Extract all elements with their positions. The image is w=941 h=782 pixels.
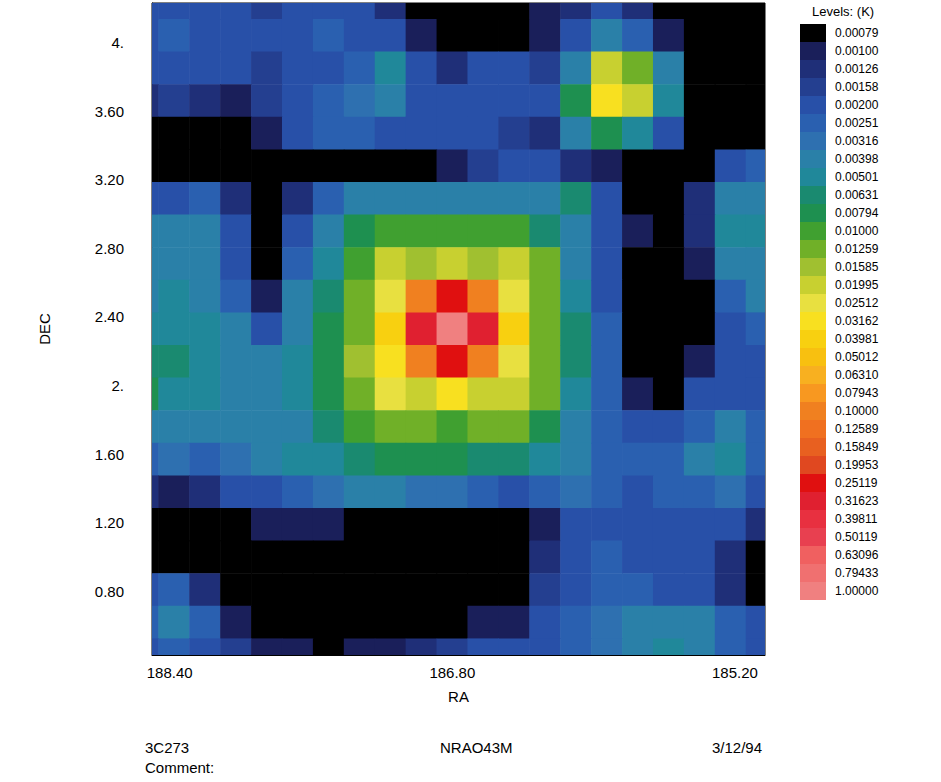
- svg-text:0.10000: 0.10000: [835, 404, 879, 418]
- svg-text:0.06310: 0.06310: [835, 368, 879, 382]
- svg-text:0.00126: 0.00126: [835, 62, 879, 76]
- svg-text:0.31623: 0.31623: [835, 494, 879, 508]
- svg-text:0.00501: 0.00501: [835, 170, 879, 184]
- svg-text:0.00158: 0.00158: [835, 80, 879, 94]
- svg-text:3.60: 3.60: [95, 103, 124, 120]
- svg-text:RA: RA: [448, 688, 469, 705]
- svg-text:3/12/94: 3/12/94: [712, 739, 762, 756]
- svg-text:0.01259: 0.01259: [835, 242, 879, 256]
- svg-text:0.80: 0.80: [95, 583, 124, 600]
- svg-text:0.01000: 0.01000: [835, 224, 879, 238]
- svg-text:0.00079: 0.00079: [835, 26, 879, 40]
- svg-text:0.00251: 0.00251: [835, 116, 879, 130]
- svg-text:0.01995: 0.01995: [835, 278, 879, 292]
- svg-text:1.60: 1.60: [95, 446, 124, 463]
- svg-text:0.25119: 0.25119: [835, 476, 878, 490]
- svg-text:4.: 4.: [111, 34, 124, 51]
- svg-text:0.00631: 0.00631: [835, 188, 879, 202]
- svg-text:DEC: DEC: [36, 313, 53, 345]
- svg-text:0.00100: 0.00100: [835, 44, 879, 58]
- svg-text:0.79433: 0.79433: [835, 566, 879, 580]
- svg-text:188.40: 188.40: [147, 664, 193, 681]
- svg-text:0.50119: 0.50119: [835, 530, 878, 544]
- svg-text:3.20: 3.20: [95, 171, 124, 188]
- svg-text:0.15849: 0.15849: [835, 440, 879, 454]
- svg-text:Comment:: Comment:: [145, 759, 214, 776]
- svg-text:0.03981: 0.03981: [835, 332, 879, 346]
- svg-text:0.39811: 0.39811: [835, 512, 878, 526]
- svg-text:186.80: 186.80: [429, 664, 475, 681]
- svg-text:0.19953: 0.19953: [835, 458, 879, 472]
- svg-text:0.63096: 0.63096: [835, 548, 879, 562]
- svg-text:185.20: 185.20: [712, 664, 758, 681]
- svg-text:0.01585: 0.01585: [835, 260, 879, 274]
- svg-text:2.40: 2.40: [95, 308, 124, 325]
- svg-text:0.00794: 0.00794: [835, 206, 879, 220]
- svg-text:0.12589: 0.12589: [835, 422, 879, 436]
- svg-text:0.03162: 0.03162: [835, 314, 879, 328]
- svg-text:2.: 2.: [111, 377, 124, 394]
- svg-text:0.00316: 0.00316: [835, 134, 879, 148]
- svg-text:0.05012: 0.05012: [835, 350, 879, 364]
- svg-text:0.07943: 0.07943: [835, 386, 879, 400]
- svg-text:3C273: 3C273: [145, 739, 189, 756]
- svg-text:1.20: 1.20: [95, 514, 124, 531]
- svg-text:0.02512: 0.02512: [835, 296, 879, 310]
- svg-text:0.00200: 0.00200: [835, 98, 879, 112]
- svg-text:2.80: 2.80: [95, 240, 124, 257]
- svg-text:Levels: (K): Levels: (K): [812, 4, 874, 19]
- svg-text:1.00000: 1.00000: [835, 584, 879, 598]
- svg-text:0.00398: 0.00398: [835, 152, 879, 166]
- svg-text:NRAO43M: NRAO43M: [440, 739, 513, 756]
